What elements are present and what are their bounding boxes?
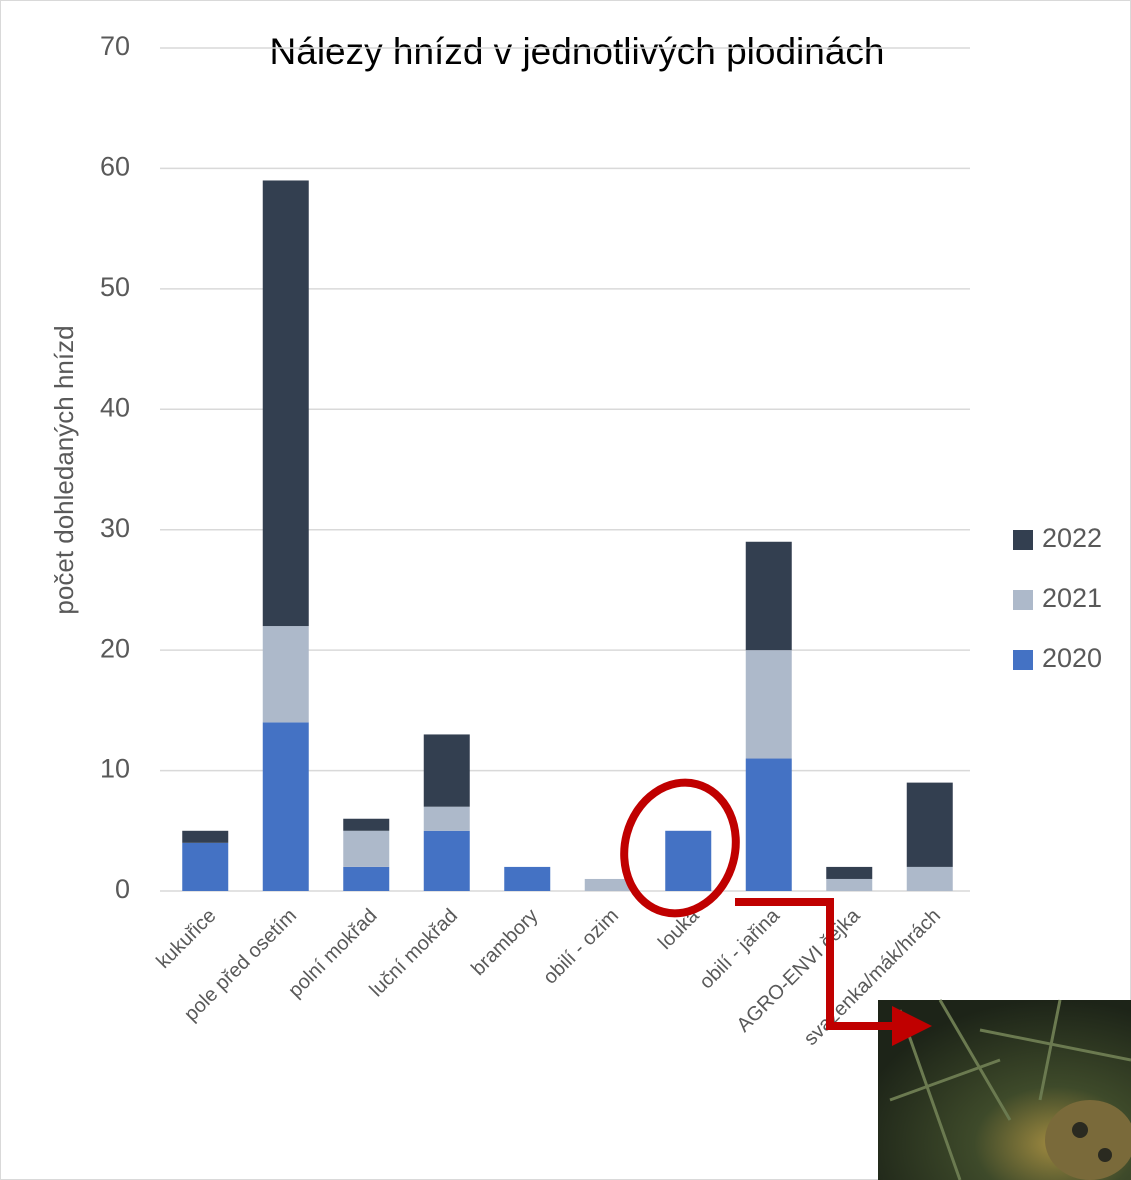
bar-segment [906, 782, 953, 867]
chart-title: Nálezy hnízd v jednotlivých plodinách [270, 31, 885, 72]
bar-segment [906, 866, 953, 891]
bar-segment [182, 842, 229, 891]
bar-segment [343, 818, 390, 831]
bar-segment [504, 866, 551, 891]
y-tick-label: 30 [100, 513, 130, 543]
bar-segment [745, 541, 792, 651]
legend-label: 2021 [1042, 583, 1102, 613]
bar-segment [745, 650, 792, 759]
bar-segment [262, 180, 309, 627]
bar-segment [826, 866, 873, 879]
y-tick-label: 50 [100, 272, 130, 302]
y-axis-label: počet dohledaných hnízd [49, 325, 79, 614]
bar-segment [423, 806, 470, 831]
legend-label: 2020 [1042, 643, 1102, 673]
bar-segment [584, 878, 631, 891]
bar-segment [665, 830, 712, 891]
legend-swatch [1013, 590, 1033, 610]
bar-segment [826, 878, 873, 891]
annotation [620, 778, 932, 1046]
bar-segment [182, 830, 229, 843]
bar-segment [262, 722, 309, 891]
bar-segment [262, 626, 309, 723]
legend-label: 2022 [1042, 523, 1102, 553]
y-tick-label: 60 [100, 152, 130, 182]
y-tick-label: 0 [115, 874, 130, 904]
bar-segment [343, 866, 390, 891]
bar-segment [745, 758, 792, 891]
legend-swatch [1013, 530, 1033, 550]
y-tick-label: 70 [100, 31, 130, 61]
y-tick-label: 10 [100, 754, 130, 784]
bar-segment [343, 830, 390, 867]
bar-segment [423, 830, 470, 891]
bar-segment [423, 734, 470, 807]
photo [878, 999, 1131, 1180]
y-tick-label: 40 [100, 392, 130, 422]
legend-swatch [1013, 650, 1033, 670]
y-tick-label: 20 [100, 633, 130, 663]
